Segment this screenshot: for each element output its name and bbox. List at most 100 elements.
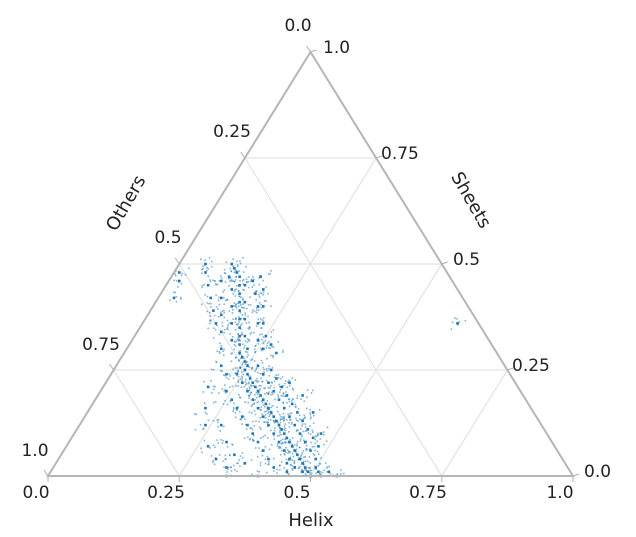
data-point: [277, 440, 281, 444]
data-point: [317, 432, 319, 435]
data-point: [248, 411, 251, 414]
data-point: [220, 345, 222, 347]
data-point: [239, 378, 242, 380]
data-point: [288, 398, 290, 400]
data-point: [241, 314, 244, 316]
data-point: [299, 438, 302, 440]
data-point: [213, 314, 216, 317]
data-point: [309, 449, 312, 452]
data-point: [223, 268, 226, 271]
data-point: [239, 260, 241, 262]
data-point: [269, 429, 272, 432]
data-point: [250, 278, 253, 281]
helix-tick-0: 0.0: [22, 483, 49, 503]
data-point: [222, 439, 224, 442]
data-point: [290, 402, 294, 406]
data-point: [238, 301, 241, 303]
data-point: [309, 408, 311, 411]
data-point: [295, 452, 298, 455]
data-point: [282, 412, 285, 415]
data-point: [258, 471, 261, 473]
data-point: [227, 466, 230, 469]
data-point: [314, 466, 318, 469]
data-point: [226, 445, 229, 448]
data-point: [218, 316, 220, 318]
data-point: [222, 374, 225, 376]
data-point: [304, 423, 307, 425]
data-point: [269, 418, 272, 421]
data-point: [254, 370, 256, 372]
data-point: [261, 454, 264, 457]
data-point: [234, 416, 237, 419]
data-point: [233, 290, 236, 293]
data-point: [216, 419, 219, 421]
data-point: [239, 351, 241, 353]
data-point: [294, 403, 296, 406]
data-point: [235, 288, 238, 290]
data-point: [272, 457, 275, 460]
data-point: [232, 410, 234, 413]
data-point: [244, 363, 247, 366]
data-point: [180, 274, 183, 277]
data-point: [249, 280, 252, 282]
data-point: [259, 394, 262, 397]
data-point: [287, 441, 290, 444]
data-point: [237, 338, 239, 341]
data-point: [249, 296, 251, 298]
data-point: [246, 356, 248, 358]
data-point: [284, 395, 286, 398]
data-point: [294, 466, 297, 469]
data-point: [283, 454, 286, 456]
data-point: [310, 441, 312, 444]
data-point: [231, 385, 234, 388]
data-point: [247, 354, 249, 356]
data-point: [297, 467, 300, 470]
data-point: [239, 311, 242, 314]
data-point: [265, 471, 268, 474]
data-point: [280, 377, 282, 380]
data-point: [274, 420, 277, 423]
data-point: [286, 386, 289, 388]
data-point: [261, 400, 263, 402]
data-point: [303, 468, 306, 471]
data-point: [174, 273, 176, 275]
data-point: [233, 469, 236, 471]
data-point: [220, 277, 223, 279]
data-point: [317, 470, 320, 474]
data-point: [260, 307, 263, 309]
data-point: [238, 295, 240, 298]
data-point: [304, 460, 307, 463]
data-point: [227, 328, 229, 331]
data-point: [451, 321, 454, 324]
data-point: [282, 406, 286, 410]
data-point: [309, 418, 312, 420]
data-point: [255, 311, 258, 314]
data-point: [232, 318, 234, 320]
data-point: [261, 349, 263, 352]
data-point: [232, 280, 234, 282]
data-point: [232, 377, 235, 380]
tick-sheets: [507, 367, 514, 371]
data-point: [252, 276, 254, 278]
data-point: [206, 295, 209, 298]
data-point: [264, 458, 267, 461]
data-point: [240, 381, 244, 385]
data-point: [253, 410, 256, 412]
data-point: [245, 322, 248, 324]
data-point: [285, 470, 289, 474]
data-point: [238, 338, 241, 341]
data-point: [212, 337, 215, 339]
data-point: [211, 391, 213, 394]
data-point: [241, 380, 243, 382]
data-point: [321, 471, 324, 474]
data-point: [209, 305, 212, 308]
data-point: [257, 337, 259, 340]
data-point: [284, 382, 286, 385]
data-point: [225, 440, 228, 444]
data-point: [267, 423, 270, 427]
data-point: [264, 434, 266, 437]
data-point: [250, 427, 253, 429]
data-point: [285, 451, 287, 454]
data-point: [233, 343, 236, 346]
data-point: [272, 346, 275, 348]
